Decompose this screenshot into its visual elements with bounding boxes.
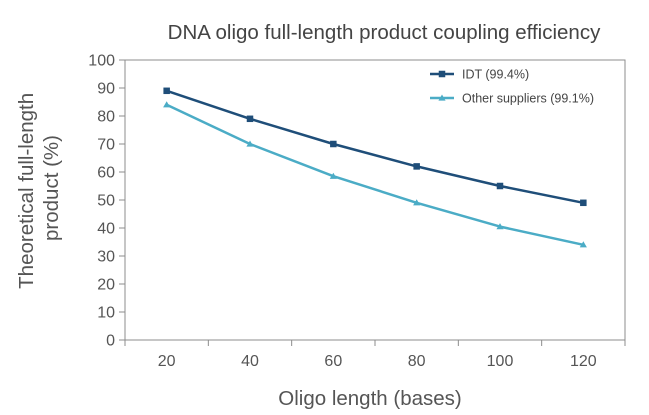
data-point (163, 87, 170, 95)
data-point (246, 115, 254, 123)
x-tick-label: 20 (158, 353, 176, 370)
x-axis: 20 40 60 80 100 120 (124, 340, 626, 370)
chart-title: DNA oligo full-length product coupling e… (168, 21, 601, 44)
data-point (496, 182, 504, 190)
svg-text:Theoretical full-length: Theoretical full-length product (%) (15, 87, 63, 289)
data-point (413, 163, 420, 170)
x-tick-label: 100 (487, 353, 514, 370)
series-2 (163, 101, 587, 248)
y-tick-label: 100 (88, 53, 115, 70)
legend-item: IDT (99.4%) (430, 68, 529, 82)
y-tick-label: 90 (97, 81, 115, 98)
legend-marker (438, 94, 446, 101)
series-1 (163, 87, 587, 207)
y-tick-label: 40 (97, 221, 115, 238)
y-tick-label: 80 (97, 109, 115, 126)
y-axis-title-line-1: Theoretical full-length (15, 93, 38, 289)
x-axis-title: Oligo length (bases) (278, 387, 461, 410)
series-line (166, 103, 584, 247)
y-tick-label: 60 (97, 165, 115, 182)
data-point (580, 199, 587, 207)
data-point (246, 140, 254, 147)
data-point (579, 241, 587, 248)
y-tick-label: 0 (106, 333, 115, 350)
series-line (166, 89, 584, 205)
series-layer (163, 87, 587, 248)
x-tick-label: 40 (241, 353, 259, 370)
data-point (413, 199, 421, 206)
y-tick-label: 50 (97, 193, 115, 210)
data-point (496, 223, 504, 230)
y-tick-label: 30 (97, 249, 115, 266)
y-axis: 0 10 20 30 40 50 60 70 80 90 100 (88, 53, 125, 350)
y-axis-title-line-2: product (%) (40, 135, 63, 241)
legend-item: Other suppliers (99.1%) (430, 92, 594, 106)
data-point (163, 101, 171, 108)
x-tick-label: 80 (408, 353, 426, 370)
x-tick-label: 60 (324, 353, 342, 370)
legend-label: IDT (99.4%) (462, 68, 529, 82)
legend-marker (438, 70, 446, 78)
y-tick-label: 70 (97, 137, 115, 154)
y-tick-label: 10 (97, 305, 115, 322)
x-tick-label: 120 (570, 353, 597, 370)
data-point (329, 172, 337, 179)
legend-label: Other suppliers (99.1%) (462, 92, 594, 106)
data-point (330, 140, 337, 148)
y-axis-title: Theoretical full-length product (%) (15, 87, 63, 289)
legend: IDT (99.4%) Other suppliers (99.1%) (430, 68, 594, 106)
y-tick-label: 20 (97, 277, 115, 294)
